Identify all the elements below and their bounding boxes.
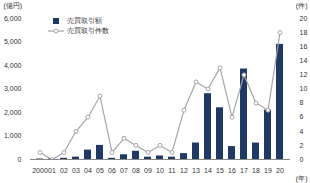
svg-text:2: 2 [300,142,304,149]
svg-text:4: 4 [300,128,304,135]
svg-text:06: 06 [108,167,116,174]
svg-text:1,000: 1,000 [4,132,22,139]
svg-text:4,000: 4,000 [4,62,22,69]
svg-text:05: 05 [96,167,104,174]
svg-text:15: 15 [216,167,224,174]
svg-text:04: 04 [84,167,92,174]
svg-text:(件): (件) [296,2,308,10]
svg-text:19: 19 [264,167,272,174]
svg-text:02: 02 [60,167,68,174]
svg-text:6: 6 [300,113,304,120]
svg-text:18: 18 [300,29,308,36]
svg-text:07: 07 [120,167,128,174]
svg-text:12: 12 [180,167,188,174]
svg-text:2,000: 2,000 [4,109,22,116]
svg-text:12: 12 [300,71,308,78]
svg-text:8: 8 [300,99,304,106]
svg-text:(億円): (億円) [4,2,23,10]
svg-text:18: 18 [252,167,260,174]
html-text:売買取引件数: 売買取引件数 [67,27,109,34]
svg-text:20: 20 [300,15,308,22]
svg-text:10: 10 [156,167,164,174]
svg-text:17: 17 [240,167,248,174]
svg-text:10: 10 [300,85,308,92]
html-text:売買取引額: 売買取引額 [67,17,102,24]
svg-text:0: 0 [300,156,304,163]
svg-text:13: 13 [192,167,200,174]
svg-text:6,000: 6,000 [4,15,22,22]
svg-text:3,000: 3,000 [4,85,22,92]
svg-text:16: 16 [300,43,308,50]
svg-text:03: 03 [72,167,80,174]
svg-text:0: 0 [18,156,22,163]
svg-text:14: 14 [204,167,212,174]
svg-text:5,000: 5,000 [4,38,22,45]
svg-text:(年): (年) [296,175,308,183]
svg-text:16: 16 [228,167,236,174]
svg-text:09: 09 [144,167,152,174]
svg-text:01: 01 [48,167,56,174]
svg-text:2000: 2000 [32,167,48,174]
svg-text:11: 11 [168,167,175,174]
svg-text:20: 20 [276,167,284,174]
svg-text:08: 08 [132,167,140,174]
svg-text:14: 14 [300,57,308,64]
